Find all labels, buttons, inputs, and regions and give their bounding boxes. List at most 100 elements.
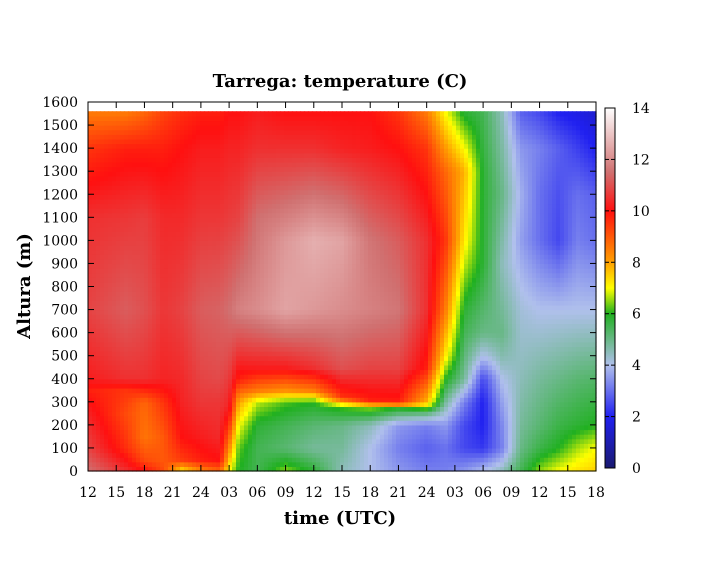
heatmap-cell	[96, 392, 101, 398]
heatmap-cell	[228, 438, 233, 444]
heatmap-cell	[136, 378, 141, 384]
heatmap-cell	[92, 129, 97, 135]
heatmap-cell	[208, 300, 213, 306]
heatmap-cell	[120, 143, 125, 149]
heatmap-cell	[300, 231, 305, 237]
heatmap-cell	[92, 143, 97, 149]
heatmap-cell	[256, 277, 261, 283]
heatmap-cell	[288, 277, 293, 283]
heatmap-cell	[276, 171, 281, 177]
heatmap-cell	[292, 125, 297, 131]
heatmap-cell	[164, 429, 169, 435]
heatmap-cell	[340, 157, 345, 163]
heatmap-cell	[152, 157, 157, 163]
heatmap-cell	[240, 152, 245, 158]
heatmap-cell	[108, 383, 113, 389]
heatmap-cell	[288, 415, 293, 421]
heatmap-cell	[296, 208, 301, 214]
heatmap-cell	[168, 138, 173, 145]
heatmap-cell	[280, 235, 285, 241]
heatmap-cell	[200, 185, 205, 191]
heatmap-cell	[104, 360, 109, 366]
heatmap-cell	[280, 157, 285, 163]
heatmap-cell	[124, 111, 129, 117]
heatmap-cell	[132, 323, 137, 329]
heatmap-cell	[340, 429, 345, 435]
heatmap-cell	[240, 337, 245, 343]
heatmap-cell	[184, 125, 189, 131]
heatmap-cell	[268, 378, 273, 384]
heatmap-cell	[308, 332, 313, 338]
heatmap-cell	[288, 369, 293, 375]
heatmap-cell	[256, 134, 261, 140]
heatmap-cell	[212, 466, 217, 472]
heatmap-cell	[124, 258, 129, 265]
heatmap-cell	[144, 461, 149, 467]
heatmap-cell	[316, 281, 321, 288]
heatmap-cell	[88, 304, 93, 311]
heatmap-cell	[124, 281, 129, 288]
heatmap-cell	[128, 337, 133, 343]
heatmap-cell	[208, 309, 213, 315]
heatmap-cell	[220, 258, 225, 265]
heatmap-cell	[136, 332, 141, 338]
heatmap-cell	[100, 323, 105, 329]
heatmap-cell	[256, 244, 261, 251]
heatmap-cell	[228, 420, 233, 426]
heatmap-cell	[276, 281, 281, 288]
heatmap-cell	[92, 111, 97, 117]
heatmap-cell	[192, 447, 197, 454]
heatmap-cell	[308, 314, 313, 320]
heatmap-cell	[200, 323, 205, 329]
heatmap-cell	[292, 374, 297, 380]
heatmap-cell	[272, 217, 277, 223]
heatmap-cell	[144, 240, 149, 246]
heatmap-cell	[300, 346, 305, 352]
heatmap-cell	[248, 351, 253, 357]
heatmap-cell	[136, 212, 141, 218]
heatmap-cell	[156, 420, 161, 426]
heatmap-cell	[188, 401, 193, 408]
heatmap-cell	[180, 203, 185, 209]
heatmap-cell	[228, 175, 233, 182]
heatmap-cell	[236, 429, 241, 435]
heatmap-cell	[220, 161, 225, 168]
heatmap-cell	[328, 466, 333, 472]
heatmap-cell	[140, 314, 145, 320]
heatmap-cell	[124, 268, 129, 274]
heatmap-cell	[184, 157, 189, 163]
heatmap-cell	[284, 309, 289, 315]
heatmap-cell	[300, 360, 305, 366]
heatmap-cell	[244, 231, 249, 237]
heatmap-cell	[148, 443, 153, 449]
heatmap-cell	[300, 189, 305, 195]
heatmap-cell	[284, 318, 289, 324]
heatmap-cell	[256, 429, 261, 435]
heatmap-cell	[112, 138, 117, 145]
heatmap-cell	[288, 318, 293, 324]
heatmap-cell	[96, 175, 101, 182]
heatmap-cell	[232, 198, 237, 205]
heatmap-cell	[100, 244, 105, 251]
heatmap-cell	[164, 300, 169, 306]
heatmap-cell	[280, 369, 285, 375]
heatmap-cell	[312, 360, 317, 366]
heatmap-cell	[184, 420, 189, 426]
heatmap-cell	[148, 378, 153, 384]
heatmap-cell	[252, 378, 257, 384]
heatmap-cell	[244, 420, 249, 426]
heatmap-cell	[88, 120, 93, 126]
heatmap-cell	[296, 457, 301, 463]
heatmap-cell	[228, 443, 233, 449]
heatmap-cell	[112, 300, 117, 306]
heatmap-cell	[312, 175, 317, 182]
heatmap-cell	[328, 461, 333, 467]
heatmap-cell	[248, 138, 253, 145]
heatmap-cell	[156, 309, 161, 315]
heatmap-cell	[304, 286, 309, 292]
heatmap-cell	[264, 185, 269, 191]
heatmap-cell	[276, 208, 281, 214]
heatmap-cell	[204, 387, 209, 394]
heatmap-cell	[112, 461, 117, 467]
heatmap-cell	[124, 152, 129, 158]
